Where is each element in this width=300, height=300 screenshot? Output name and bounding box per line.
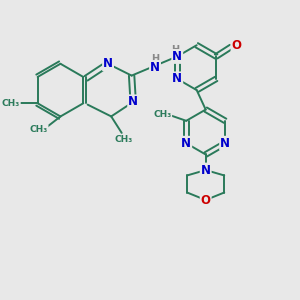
Text: N: N (150, 61, 160, 74)
Text: O: O (201, 194, 211, 206)
Text: N: N (201, 164, 211, 177)
Text: O: O (232, 39, 242, 52)
Text: H: H (171, 45, 179, 55)
Text: H: H (151, 54, 159, 64)
Text: N: N (220, 137, 230, 150)
Text: N: N (172, 50, 182, 63)
Text: CH₃: CH₃ (2, 99, 20, 108)
Text: CH₃: CH₃ (114, 135, 132, 144)
Text: N: N (128, 95, 138, 108)
Text: N: N (172, 72, 182, 86)
Text: CH₃: CH₃ (29, 125, 48, 134)
Text: N: N (103, 57, 113, 70)
Text: CH₃: CH₃ (153, 110, 171, 119)
Text: N: N (181, 137, 191, 150)
